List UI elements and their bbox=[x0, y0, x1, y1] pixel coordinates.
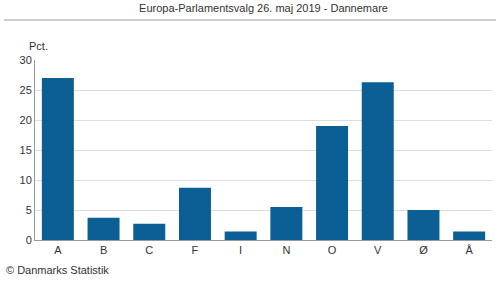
svg-text:30: 30 bbox=[20, 54, 32, 66]
svg-text:15: 15 bbox=[20, 144, 32, 156]
svg-text:25: 25 bbox=[20, 84, 32, 96]
svg-text:Pct.: Pct. bbox=[29, 40, 48, 52]
svg-text:I: I bbox=[239, 244, 242, 256]
svg-text:A: A bbox=[54, 244, 62, 256]
svg-text:C: C bbox=[145, 244, 153, 256]
svg-text:V: V bbox=[374, 244, 382, 256]
svg-text:Ø: Ø bbox=[419, 244, 428, 256]
svg-text:F: F bbox=[192, 244, 199, 256]
svg-text:N: N bbox=[282, 244, 290, 256]
svg-text:20: 20 bbox=[20, 114, 32, 126]
svg-text:Europa-Parlamentsvalg 26. maj: Europa-Parlamentsvalg 26. maj 2019 - Dan… bbox=[139, 2, 388, 14]
svg-text:5: 5 bbox=[26, 204, 32, 216]
svg-text:O: O bbox=[328, 244, 337, 256]
svg-text:© Danmarks Statistik: © Danmarks Statistik bbox=[6, 264, 109, 276]
svg-text:Å: Å bbox=[465, 244, 473, 256]
svg-text:B: B bbox=[100, 244, 107, 256]
svg-text:10: 10 bbox=[20, 174, 32, 186]
svg-text:0: 0 bbox=[26, 234, 32, 246]
